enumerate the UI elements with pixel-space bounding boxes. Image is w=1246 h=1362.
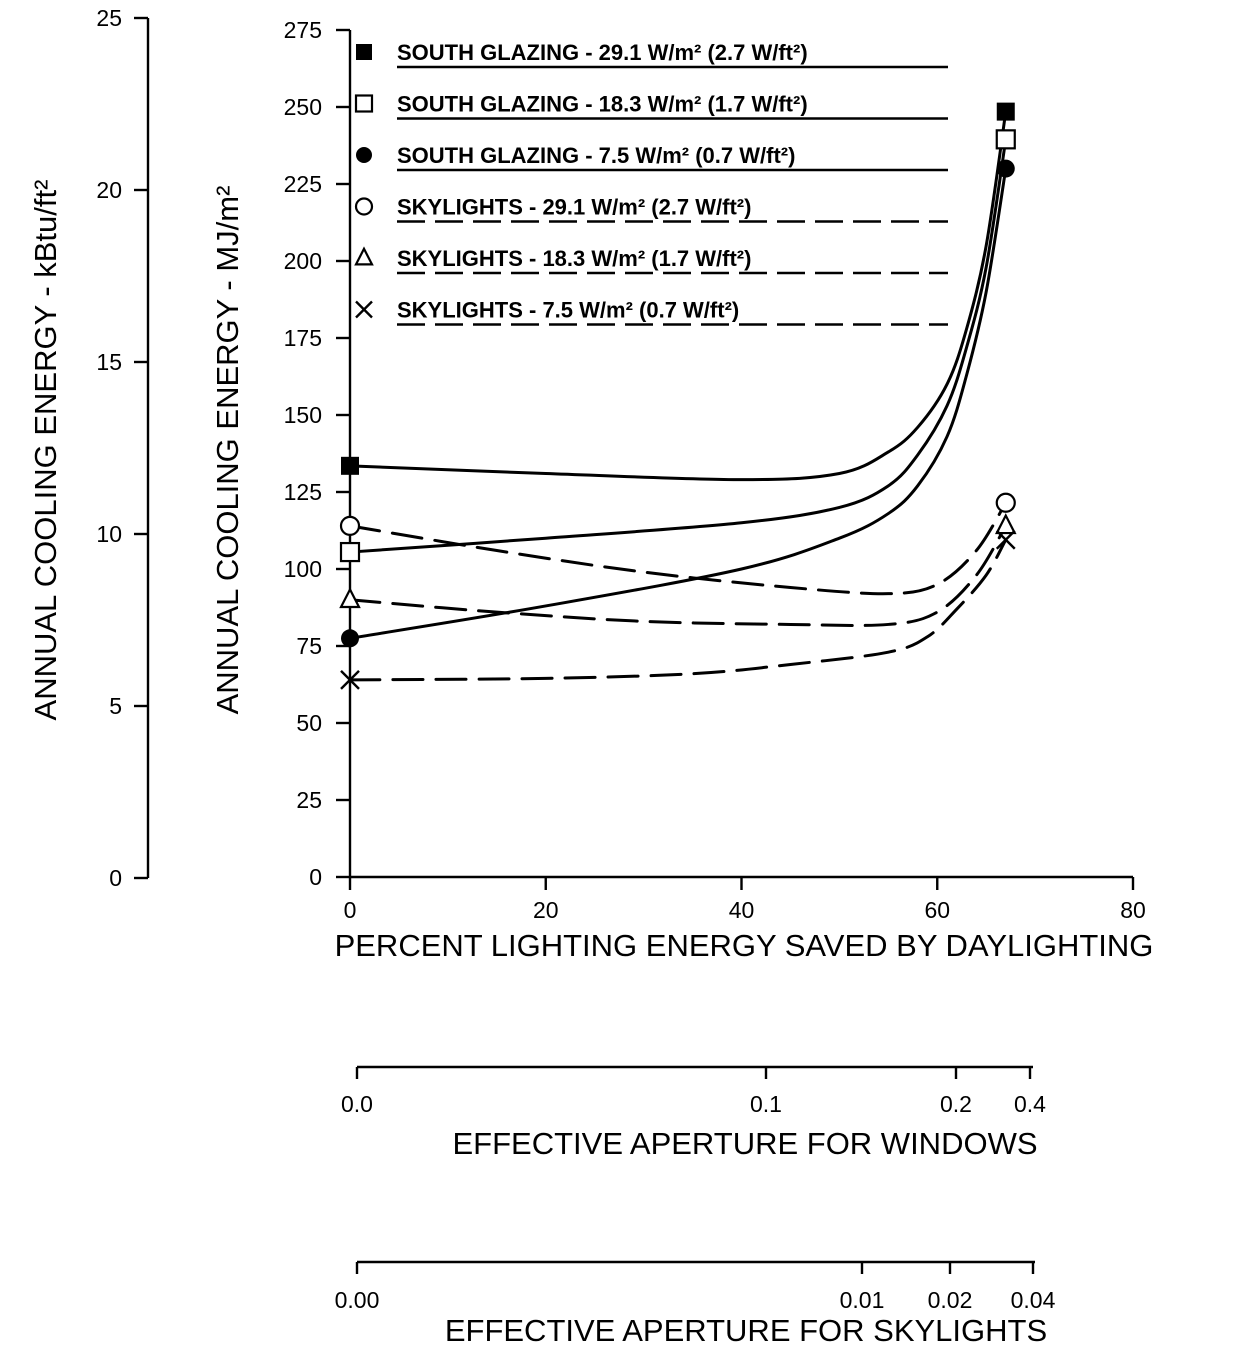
data-point-marker — [996, 102, 1015, 121]
primary-y-tick-label: 150 — [284, 402, 322, 428]
primary-y-axis: 0 25 50 75 100 125 150 175 200 225 250 275 ANNUAL C… — [210, 17, 352, 890]
data-point-marker — [339, 515, 361, 536]
series-line — [348, 524, 1008, 627]
x-tick-label: 80 — [1120, 897, 1146, 923]
data-point-marker — [994, 513, 1017, 535]
series-2 — [339, 129, 1016, 563]
legend-entry: SKYLIGHTS - 18.3 W/m² (1.7 W/ft²) — [354, 246, 948, 275]
legend-marker — [356, 147, 372, 163]
primary-y-tick-label: 200 — [284, 248, 322, 274]
aperture_skylights-tick-label: 0.02 — [928, 1287, 973, 1313]
primary-y-tick-label: 75 — [296, 633, 322, 659]
data-point-marker — [995, 129, 1016, 150]
series-layer — [339, 102, 1017, 690]
legend-entry: SKYLIGHTS - 29.1 W/m² (2.7 W/ft²) — [354, 195, 948, 223]
legend-entry: SOUTH GLAZING - 18.3 W/m² (1.7 W/ft²) — [354, 92, 948, 120]
primary-y-tick-label: 175 — [284, 325, 322, 351]
skylights-aperture-title-text: EFFECTIVE APERTURE FOR SKYLIGHTS — [445, 1313, 1047, 1348]
windows-aperture-title-text: EFFECTIVE APERTURE FOR WINDOWS — [452, 1126, 1037, 1161]
series-line — [348, 167, 1008, 640]
legend-marker — [356, 44, 372, 60]
legend-label: SOUTH GLAZING - 7.5 W/m² (0.7 W/ft²) — [397, 143, 795, 168]
legend-label: SOUTH GLAZING - 18.3 W/m² (1.7 W/ft²) — [397, 92, 808, 117]
legend-label: SKYLIGHTS - 29.1 W/m² (2.7 W/ft²) — [397, 195, 751, 220]
legend-label: SKYLIGHTS - 7.5 W/m² (0.7 W/ft²) — [397, 298, 739, 323]
primary-y-tick-label: 225 — [284, 171, 322, 197]
x-ticks: 0 20 40 60 80 — [344, 877, 1146, 923]
series-line — [348, 137, 1008, 554]
x-tick-label: 40 — [729, 897, 755, 923]
primary-y-axis-title: ANNUAL COOLING ENERGY - MJ/m² — [210, 186, 245, 715]
legend-marker — [354, 197, 374, 216]
secondary-y-tick-label: 5 — [109, 693, 122, 719]
primary-y-tick-label: 50 — [296, 710, 322, 736]
series-line — [348, 501, 1008, 596]
secondary-y-tick-label: 15 — [96, 349, 122, 375]
legend-marker — [354, 94, 374, 113]
primary-y-tick-label: 125 — [284, 479, 322, 505]
windows-aperture-title: EFFECTIVE APERTURE FOR WINDOWS — [452, 1126, 1037, 1161]
x-axis-title: PERCENT LIGHTING ENERGY SAVED BY DAYLIGH… — [335, 928, 1154, 963]
legend: SOUTH GLAZING - 29.1 W/m² (2.7 W/ft²) SOU… — [354, 40, 948, 326]
series-line — [348, 538, 1008, 682]
legend-entry: SOUTH GLAZING - 7.5 W/m² (0.7 W/ft²) — [356, 143, 948, 172]
legend-entry: SKYLIGHTS - 7.5 W/m² (0.7 W/ft²) — [355, 298, 948, 326]
secondary-y-tick-label: 25 — [96, 5, 122, 31]
aperture_skylights-tick-label: 0.01 — [840, 1287, 885, 1313]
legend-marker — [354, 246, 374, 266]
primary-y-ticks: 0 25 50 75 100 125 150 175 200 225 250 275 — [284, 17, 350, 890]
series-3 — [341, 159, 1015, 648]
secondary-y-ticks: 0 5 10 15 20 25 — [96, 5, 148, 891]
windows-aperture-ticks: 0.0 0.1 0.2 0.4 — [341, 1067, 1046, 1117]
aperture_skylights-tick-label: 0.00 — [335, 1287, 380, 1313]
skylights-aperture-title: EFFECTIVE APERTURE FOR SKYLIGHTS — [445, 1313, 1047, 1348]
secondary-y-axis-title: ANNUAL COOLING ENERGY - kBtu/ft² — [28, 180, 63, 721]
x-tick-label: 60 — [924, 897, 950, 923]
x-tick-label: 0 — [344, 897, 357, 923]
x-axis: 0 20 40 60 80 PERCENT LIGHTING ENERGY SAVED … — [335, 875, 1154, 963]
primary-y-axis-title-text: ANNUAL COOLING ENERGY - MJ/m² — [210, 186, 245, 715]
x-axis-title-text: PERCENT LIGHTING ENERGY SAVED BY DAYLIGH… — [335, 928, 1154, 963]
aperture_windows-tick-label: 0.1 — [750, 1091, 782, 1117]
primary-y-tick-label: 275 — [284, 17, 322, 43]
legend-label: SOUTH GLAZING - 29.1 W/m² (2.7 W/ft²) — [397, 40, 808, 65]
series-5 — [339, 513, 1017, 627]
primary-y-tick-label: 25 — [296, 787, 322, 813]
aperture_windows-tick-label: 0.2 — [940, 1091, 972, 1117]
data-point-marker — [340, 670, 360, 690]
primary-y-tick-label: 100 — [284, 556, 322, 582]
series-4 — [339, 492, 1016, 596]
skylights-aperture-scale: 0.00 0.01 0.02 0.04 EFFECTIVE APERTURE FOR … — [335, 1260, 1056, 1348]
primary-y-tick-label: 250 — [284, 94, 322, 120]
data-point-marker — [339, 587, 361, 609]
series-line — [348, 110, 1008, 482]
secondary-y-axis: 0 5 10 15 20 25 ANNUAL COOLING ENERGY - kBtu/… — [28, 5, 150, 891]
aperture_windows-tick-label: 0.0 — [341, 1091, 373, 1117]
data-point-marker — [995, 492, 1016, 513]
legend-entry: SOUTH GLAZING - 29.1 W/m² (2.7 W/ft²) — [356, 40, 948, 69]
secondary-y-tick-label: 20 — [96, 177, 122, 203]
legend-label: SKYLIGHTS - 18.3 W/m² (1.7 W/ft²) — [397, 246, 751, 271]
secondary-y-tick-label: 0 — [109, 865, 122, 891]
data-point-marker — [341, 456, 359, 475]
windows-aperture-scale: 0.0 0.1 0.2 0.4 EFFECTIVE APERTURE FOR WIND… — [341, 1065, 1046, 1161]
secondary-y-axis-title-text: ANNUAL COOLING ENERGY - kBtu/ft² — [28, 180, 63, 721]
primary-y-tick-label: 0 — [309, 864, 322, 890]
skylights-aperture-ticks: 0.00 0.01 0.02 0.04 — [335, 1262, 1056, 1313]
data-point-marker — [339, 541, 361, 563]
x-tick-label: 20 — [533, 897, 559, 923]
aperture_skylights-tick-label: 0.04 — [1011, 1287, 1056, 1313]
data-point-marker — [996, 159, 1015, 178]
secondary-y-tick-label: 10 — [96, 521, 122, 547]
series-6 — [340, 529, 1016, 690]
aperture_windows-tick-label: 0.4 — [1014, 1091, 1046, 1117]
legend-marker — [355, 300, 373, 319]
series-1 — [341, 102, 1015, 482]
data-point-marker — [995, 529, 1016, 550]
data-point-marker — [341, 629, 359, 648]
